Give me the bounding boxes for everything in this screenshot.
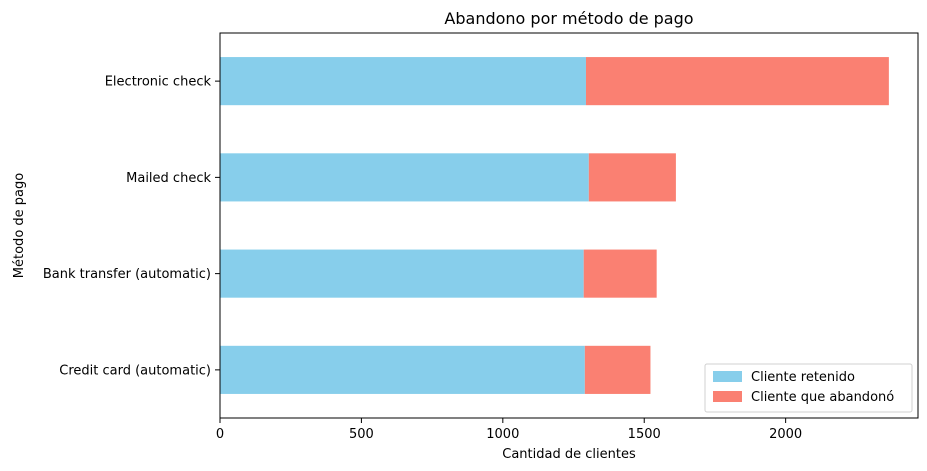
x-tick-label: 1500 xyxy=(628,427,661,442)
bar-churned-mailed-check xyxy=(588,153,676,202)
legend: Cliente retenido Cliente que abandonó xyxy=(704,363,913,413)
bar-churned-electronic-check xyxy=(585,57,889,106)
legend-label-churned: Cliente que abandonó xyxy=(751,390,894,405)
y-tick-label: Credit card (automatic) xyxy=(59,363,211,378)
bar-churned-bank-transfer-automatic xyxy=(583,249,657,298)
plot-frame xyxy=(219,32,919,419)
y-tick-label: Mailed check xyxy=(126,171,211,186)
bar-retained-electronic-check xyxy=(220,57,586,106)
legend-swatch-churned xyxy=(713,391,742,402)
x-axis-label: Cantidad de clientes xyxy=(502,447,636,462)
x-tick-label: 1000 xyxy=(486,427,519,442)
y-axis-label: Método de pago xyxy=(12,173,27,278)
bars xyxy=(220,57,889,394)
y-tick-label: Bank transfer (automatic) xyxy=(43,267,211,282)
bar-retained-credit-card-automatic xyxy=(220,345,585,394)
legend-frame xyxy=(704,363,913,413)
legend-swatch-retained xyxy=(713,371,742,382)
x-tick-label: 2000 xyxy=(769,427,802,442)
chart-title: Abandono por método de pago xyxy=(444,9,693,28)
x-tick-label: 500 xyxy=(349,427,374,442)
y-tick-label: Electronic check xyxy=(105,75,212,90)
legend-label-retained: Cliente retenido xyxy=(751,370,855,385)
y-axis: Credit card (automatic) Bank transfer (au… xyxy=(43,75,220,378)
bar-retained-bank-transfer-automatic xyxy=(220,249,584,298)
bar-churned-credit-card-automatic xyxy=(584,345,651,394)
bar-retained-mailed-check xyxy=(220,153,589,202)
x-tick-label: 0 xyxy=(216,427,224,442)
x-axis: 0 500 1000 1500 2000 xyxy=(216,418,802,442)
